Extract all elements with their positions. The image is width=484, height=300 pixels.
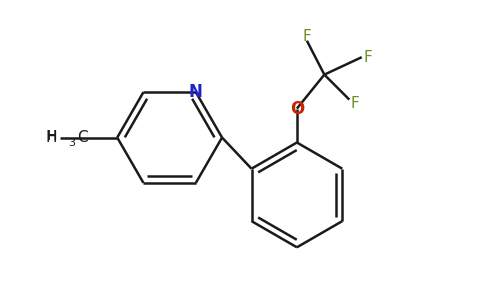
Text: 3: 3 <box>68 137 75 148</box>
Text: F: F <box>351 96 360 111</box>
Text: C: C <box>76 130 87 145</box>
Text: H: H <box>47 128 57 142</box>
Text: F: F <box>302 29 311 44</box>
Text: F: F <box>363 50 372 65</box>
Text: H: H <box>47 128 57 142</box>
Text: O: O <box>290 100 304 118</box>
Text: H: H <box>46 130 57 145</box>
Text: N: N <box>189 83 203 101</box>
